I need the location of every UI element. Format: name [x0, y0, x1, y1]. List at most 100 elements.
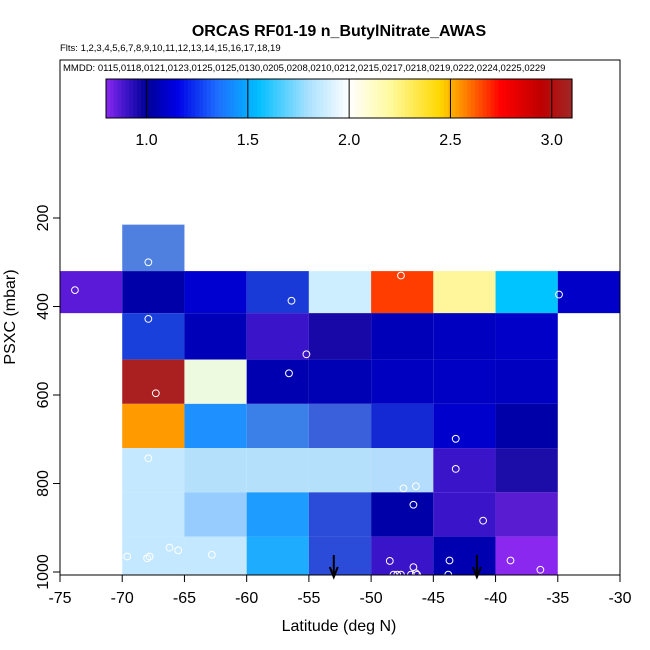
colorbar-segment-111 [537, 79, 542, 118]
heatmap-cell-24 [122, 403, 185, 449]
chart-title: ORCAS RF01-19 n_ButylNitrate_AWAS [192, 23, 487, 40]
colorbar-segment-100 [494, 79, 499, 118]
sample-point-9 [451, 434, 460, 443]
colorbar-segment-14 [160, 79, 165, 118]
colorbar-segment-47 [288, 79, 293, 118]
heatmap-cell-39 [184, 492, 247, 537]
arrow-head-1 [471, 566, 482, 580]
sample-point-13 [412, 482, 420, 491]
heatmap-cell-18 [184, 359, 247, 404]
heatmap-cell-29 [433, 403, 496, 449]
sample-point-28 [412, 569, 420, 578]
sample-point-0 [71, 286, 79, 295]
colorbar-segment-10 [144, 79, 150, 118]
colorbar-segment-1 [109, 79, 115, 118]
colorbar-segment-117 [560, 79, 565, 118]
heatmap-cell-27 [308, 403, 372, 449]
heatmap-cell-17 [122, 359, 185, 404]
x-tick-label-5: -50 [360, 590, 383, 607]
colorbar-segment-104 [509, 79, 515, 118]
colorbar-segment-3 [117, 79, 123, 118]
y-tick-label-4: 1000 [35, 554, 52, 590]
colorbar-segment-31 [226, 79, 231, 118]
colorbar-segment-26 [206, 79, 212, 118]
sample-point-10 [451, 464, 460, 473]
colorbar-segment-82 [424, 79, 429, 118]
colorbar-tick-label-1: 1.5 [237, 132, 259, 149]
colorbar-tick-label-2: 2.0 [338, 132, 360, 149]
sample-point-17 [143, 554, 152, 563]
colorbar-segment-93 [467, 79, 472, 118]
x-tick-label-2: -65 [173, 590, 196, 607]
colorbar-segment-77 [405, 79, 410, 118]
colorbar-segment-49 [296, 79, 301, 118]
heatmap-cell-9 [557, 271, 620, 314]
y-tick-label-3: 800 [35, 470, 52, 497]
colorbar-segment-70 [377, 79, 383, 118]
colorbar-frame [105, 78, 573, 119]
colorbar-segment-118 [564, 79, 569, 118]
colorbar-segment-28 [214, 79, 220, 118]
colorbar-segment-92 [463, 79, 468, 118]
colorbar-segment-97 [482, 79, 488, 118]
x-tick-label-4: -55 [297, 590, 320, 607]
colorbar-segment-2 [113, 79, 119, 118]
colorbar-segment-78 [408, 79, 414, 118]
colorbar-segment-42 [269, 79, 274, 118]
plot-frame [59, 59, 621, 576]
sample-point-2 [144, 314, 153, 323]
y-axis: 200 400 600 800 1000 [35, 205, 60, 590]
colorbar-segment-45 [280, 79, 286, 118]
colorbar-segment-15 [164, 79, 169, 118]
colorbar-segment-81 [420, 79, 426, 118]
colorbar-segment-89 [451, 79, 457, 118]
heatmap-cell-32 [184, 448, 247, 493]
heatmap-cell-50 [433, 536, 496, 575]
colorbar-segment-34 [238, 79, 243, 118]
heatmap-cell-33 [246, 448, 309, 493]
colorbar-segment-58 [331, 79, 336, 118]
heatmap-cell-41 [308, 492, 372, 537]
heatmap-cell-40 [246, 492, 309, 537]
colorbar-segment-66 [362, 79, 367, 118]
colorbar-segment-69 [373, 79, 379, 118]
colorbar-segment-59 [335, 79, 340, 118]
colorbar-segment-22 [191, 79, 196, 118]
sample-point-4 [302, 350, 311, 359]
colorbar-segment-60 [339, 79, 344, 118]
colorbar-segment-103 [505, 79, 511, 118]
sample-point-22 [385, 557, 394, 565]
colorbar-segment-21 [187, 79, 193, 118]
surface-arrows [328, 555, 482, 580]
colorbar-segment-53 [311, 79, 317, 118]
colorbar-segment-32 [230, 79, 235, 118]
arrow-head-0 [328, 566, 339, 580]
colorbar-segment-105 [513, 79, 519, 118]
colorbar-segment-48 [292, 79, 297, 118]
colorbar-segment-6 [129, 79, 134, 118]
colorbar-tick-label-0: 1.0 [135, 132, 157, 149]
heatmap-cell-43 [433, 492, 496, 537]
colorbar-segment-110 [533, 79, 538, 118]
colorbar-segment-17 [172, 79, 177, 118]
colorbar-segment-46 [284, 79, 290, 118]
x-axis-label: Latitude (deg N) [282, 618, 397, 635]
colorbar-segment-7 [133, 79, 138, 118]
heatmap-cell-30 [495, 403, 558, 449]
heatmap-cell-34 [308, 448, 372, 493]
sample-point-18 [145, 552, 154, 561]
colorbar-segment-57 [327, 79, 332, 118]
heatmap-cell-1 [60, 271, 123, 314]
colorbar-segment-29 [218, 79, 224, 118]
colorbar-segment-96 [478, 79, 484, 118]
colorbar-segment-71 [381, 79, 387, 118]
colorbar-segment-40 [261, 79, 266, 118]
heatmap-cell-51 [495, 536, 558, 575]
colorbar-segment-101 [498, 79, 503, 118]
heatmap-cell-28 [371, 403, 434, 449]
colorbar-segment-119 [568, 79, 573, 118]
heatmap-cell-20 [308, 359, 372, 404]
colorbar-segment-80 [416, 79, 422, 118]
colorbar-segment-9 [140, 79, 146, 118]
colorbar-segment-27 [210, 79, 216, 118]
